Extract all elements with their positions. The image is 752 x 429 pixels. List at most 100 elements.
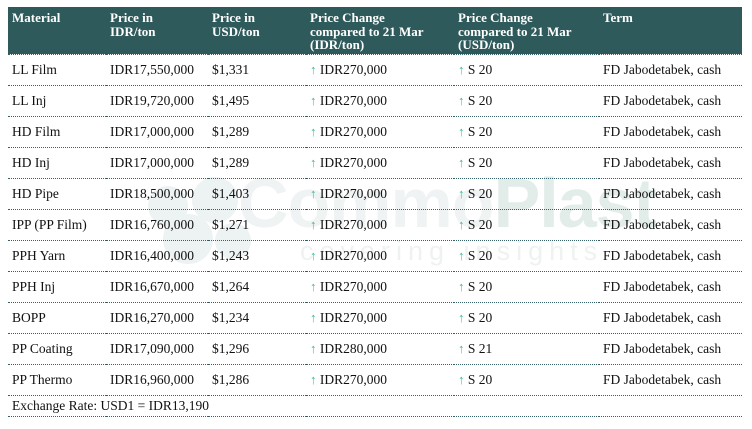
change-usd-cell: ↑ S 20	[454, 271, 599, 303]
change-value: S 20	[467, 247, 493, 263]
change-value: S 20	[467, 371, 493, 387]
change-value: S 20	[467, 216, 493, 232]
price-usd-cell: $1,403	[208, 178, 306, 210]
change-value: S 21	[467, 340, 493, 356]
price-usd-cell: $1,289	[208, 147, 306, 179]
material-cell: PPH Yarn	[8, 240, 106, 272]
change-value: IDR270,000	[319, 92, 387, 108]
price-usd-cell: $1,495	[208, 85, 306, 117]
up-arrow-icon: ↑	[458, 340, 465, 356]
up-arrow-icon: ↑	[310, 371, 317, 387]
price-usd-cell: $1,271	[208, 209, 306, 241]
change-value: IDR270,000	[319, 123, 387, 139]
change-value: IDR270,000	[319, 247, 387, 263]
term-cell: FD Jabodetabek, cash	[599, 178, 742, 210]
material-cell: HD Film	[8, 116, 106, 148]
price-usd-cell: $1,289	[208, 116, 306, 148]
change-value: S 20	[467, 185, 493, 201]
price-idr-cell: IDR17,550,000	[106, 54, 208, 86]
column-header-price-usd: Price in USD/ton	[208, 7, 306, 55]
price-table: Material Price in IDR/ton Price in USD/t…	[8, 7, 742, 417]
price-table-header: Material Price in IDR/ton Price in USD/t…	[8, 7, 742, 55]
price-idr-cell: IDR16,400,000	[106, 240, 208, 272]
change-value: IDR270,000	[319, 154, 387, 170]
change-usd-cell: ↑ S 20	[454, 302, 599, 334]
change-idr-cell: ↑ IDR270,000	[306, 147, 454, 179]
up-arrow-icon: ↑	[458, 278, 465, 294]
change-value: S 20	[467, 92, 493, 108]
up-arrow-icon: ↑	[458, 61, 465, 77]
material-cell: LL Inj	[8, 85, 106, 117]
change-value: IDR270,000	[319, 185, 387, 201]
price-usd-cell: $1,331	[208, 54, 306, 86]
change-idr-cell: ↑ IDR270,000	[306, 209, 454, 241]
column-header-price-idr: Price in IDR/ton	[106, 7, 208, 55]
up-arrow-icon: ↑	[458, 92, 465, 108]
table-row: PP Coating IDR17,090,000 $1,296 ↑ IDR280,00…	[8, 333, 742, 365]
price-idr-cell: IDR16,960,000	[106, 364, 208, 396]
price-idr-cell: IDR18,500,000	[106, 178, 208, 210]
up-arrow-icon: ↑	[458, 154, 465, 170]
term-cell: FD Jabodetabek, cash	[599, 271, 742, 303]
change-idr-cell: ↑ IDR270,000	[306, 178, 454, 210]
price-idr-cell: IDR16,760,000	[106, 209, 208, 241]
change-idr-cell: ↑ IDR270,000	[306, 116, 454, 148]
change-idr-cell: ↑ IDR270,000	[306, 302, 454, 334]
change-value: S 20	[467, 61, 493, 77]
column-header-change-usd: Price Change compared to 21 Mar (USD/ton…	[454, 7, 599, 55]
table-row: LL Inj IDR19,720,000 $1,495 ↑ IDR270,000 ↑ S…	[8, 85, 742, 117]
up-arrow-icon: ↑	[310, 92, 317, 108]
price-idr-cell: IDR16,670,000	[106, 271, 208, 303]
material-cell: HD Inj	[8, 147, 106, 179]
price-table-footer: Exchange Rate: USD1 = IDR13,190	[8, 395, 742, 417]
change-value: IDR270,000	[319, 371, 387, 387]
price-usd-cell: $1,234	[208, 302, 306, 334]
term-cell: FD Jabodetabek, cash	[599, 302, 742, 334]
change-usd-cell: ↑ S 20	[454, 240, 599, 272]
up-arrow-icon: ↑	[310, 185, 317, 201]
table-row: HD Film IDR17,000,000 $1,289 ↑ IDR270,000 ↑ …	[8, 116, 742, 148]
price-usd-cell: $1,243	[208, 240, 306, 272]
table-row: BOPP IDR16,270,000 $1,234 ↑ IDR270,000 ↑ S 2…	[8, 302, 742, 334]
change-usd-cell: ↑ S 20	[454, 85, 599, 117]
change-usd-cell: ↑ S 20	[454, 209, 599, 241]
term-cell: FD Jabodetabek, cash	[599, 240, 742, 272]
material-cell: BOPP	[8, 302, 106, 334]
change-value: S 20	[467, 154, 493, 170]
material-cell: HD Pipe	[8, 178, 106, 210]
price-idr-cell: IDR16,270,000	[106, 302, 208, 334]
up-arrow-icon: ↑	[310, 123, 317, 139]
column-header-change-idr: Price Change compared to 21 Mar (IDR/ton…	[306, 7, 454, 55]
change-value: IDR270,000	[319, 61, 387, 77]
change-idr-cell: ↑ IDR270,000	[306, 85, 454, 117]
change-idr-cell: ↑ IDR270,000	[306, 240, 454, 272]
up-arrow-icon: ↑	[458, 216, 465, 232]
up-arrow-icon: ↑	[458, 123, 465, 139]
price-idr-cell: IDR17,090,000	[106, 333, 208, 365]
footer-row: Exchange Rate: USD1 = IDR13,190	[8, 395, 742, 417]
table-row: PP Thermo IDR16,960,000 $1,286 ↑ IDR270,000…	[8, 364, 742, 396]
change-usd-cell: ↑ S 20	[454, 178, 599, 210]
price-usd-cell: $1,264	[208, 271, 306, 303]
table-row: LL Film IDR17,550,000 $1,331 ↑ IDR270,000 ↑ …	[8, 54, 742, 86]
change-value: IDR270,000	[319, 216, 387, 232]
column-header-material: Material	[8, 7, 106, 55]
change-idr-cell: ↑ IDR270,000	[306, 54, 454, 86]
term-cell: FD Jabodetabek, cash	[599, 147, 742, 179]
up-arrow-icon: ↑	[458, 371, 465, 387]
material-cell: PP Thermo	[8, 364, 106, 396]
exchange-rate-note: Exchange Rate: USD1 = IDR13,190	[8, 395, 742, 417]
change-idr-cell: ↑ IDR270,000	[306, 271, 454, 303]
table-row: PPH Yarn IDR16,400,000 $1,243 ↑ IDR270,000 ↑…	[8, 240, 742, 272]
term-cell: FD Jabodetabek, cash	[599, 116, 742, 148]
price-idr-cell: IDR17,000,000	[106, 147, 208, 179]
up-arrow-icon: ↑	[310, 216, 317, 232]
change-usd-cell: ↑ S 21	[454, 333, 599, 365]
header-row: Material Price in IDR/ton Price in USD/t…	[8, 7, 742, 55]
material-cell: LL Film	[8, 54, 106, 86]
material-cell: PPH Inj	[8, 271, 106, 303]
change-value: S 20	[467, 278, 493, 294]
term-cell: FD Jabodetabek, cash	[599, 209, 742, 241]
change-value: S 20	[467, 123, 493, 139]
